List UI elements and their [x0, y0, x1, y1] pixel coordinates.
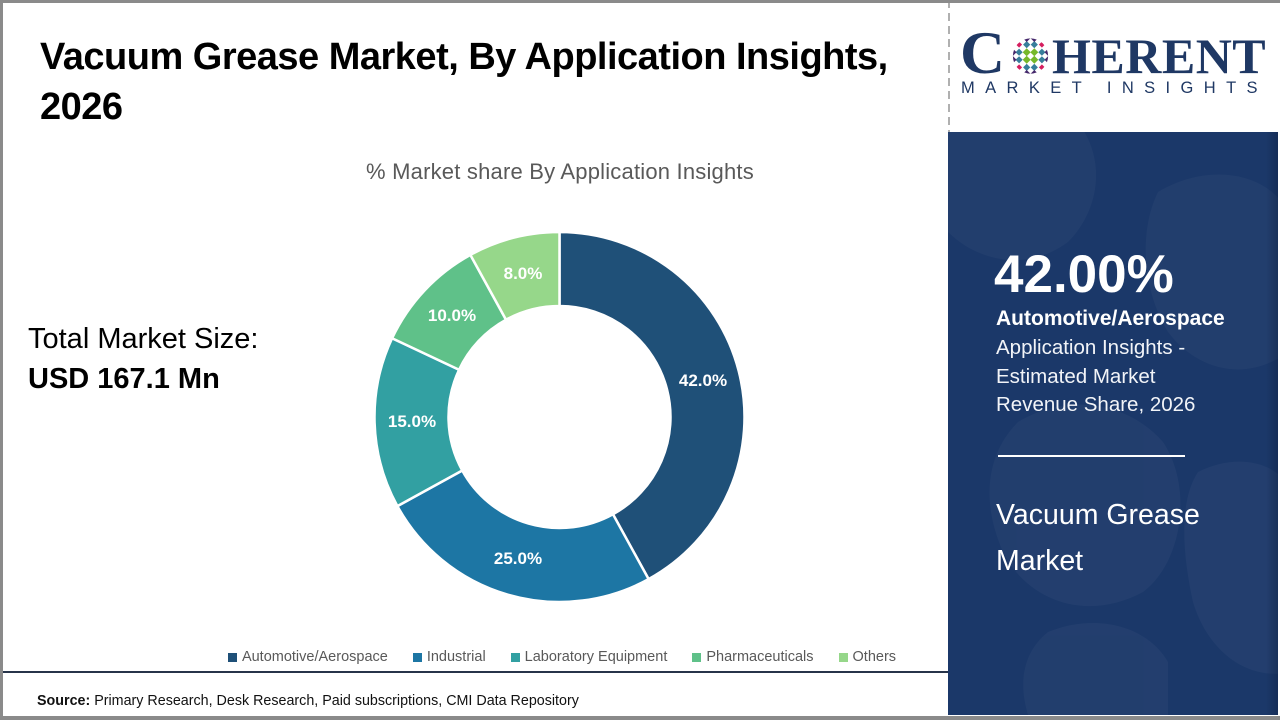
svg-text:C: C — [960, 20, 1005, 86]
svg-text:HERENT: HERENT — [1052, 28, 1266, 84]
svg-text:MARKET INSIGHTS: MARKET INSIGHTS — [961, 79, 1268, 97]
